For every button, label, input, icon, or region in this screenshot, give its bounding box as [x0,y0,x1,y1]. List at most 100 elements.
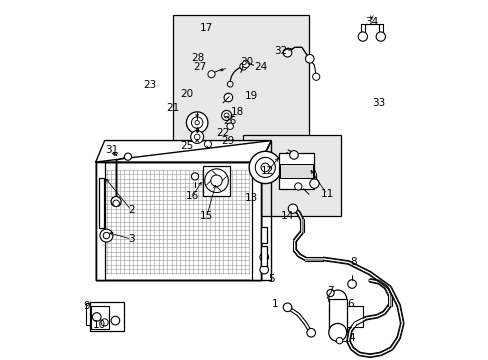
Bar [251,162,260,280]
Circle shape [326,289,333,297]
Text: 18: 18 [230,107,244,117]
Circle shape [100,229,113,242]
Circle shape [207,71,215,78]
Bar [96,162,104,280]
Circle shape [309,179,319,188]
Bar [85,303,118,325]
Bar [96,162,106,280]
Text: 15: 15 [200,211,213,221]
Circle shape [283,48,291,57]
Circle shape [255,157,275,177]
Text: 25: 25 [180,141,193,151]
Bar [96,162,260,280]
Circle shape [289,150,298,159]
Circle shape [190,131,203,143]
Circle shape [305,54,313,63]
Bar [260,246,266,266]
Circle shape [283,303,291,312]
Text: 2: 2 [128,206,135,216]
Text: 33: 33 [371,98,385,108]
Text: 22: 22 [216,129,229,138]
Circle shape [191,173,198,180]
Circle shape [261,163,269,172]
Text: 6: 6 [346,299,353,309]
Text: 30: 30 [239,57,252,67]
Circle shape [111,197,121,207]
Text: 32: 32 [273,46,286,56]
Text: 13: 13 [244,193,258,203]
Text: 17: 17 [200,23,213,33]
Circle shape [113,200,119,207]
Text: 19: 19 [244,91,258,101]
Circle shape [204,169,228,193]
Bar [89,302,123,330]
Bar [203,166,230,196]
Text: 7: 7 [326,286,333,296]
Bar [260,226,266,243]
Text: 1: 1 [271,299,278,309]
Text: 27: 27 [193,62,206,72]
Text: 8: 8 [350,257,356,267]
Bar [249,162,260,280]
Circle shape [227,81,233,87]
Circle shape [328,290,346,308]
Circle shape [186,112,207,134]
Circle shape [224,113,228,118]
Text: 23: 23 [142,80,156,90]
Circle shape [306,328,315,337]
Circle shape [294,183,301,190]
Circle shape [249,151,281,184]
Circle shape [242,60,249,68]
Circle shape [328,323,346,341]
Circle shape [103,232,109,239]
Bar [280,164,312,178]
Circle shape [357,32,367,41]
Text: 4: 4 [348,333,355,343]
Circle shape [260,265,268,274]
Circle shape [240,63,246,70]
Circle shape [226,123,233,130]
Circle shape [312,73,319,80]
Circle shape [111,316,120,325]
Polygon shape [96,140,271,162]
Circle shape [204,140,211,148]
Bar [278,153,314,189]
Circle shape [336,337,342,344]
Text: 10: 10 [93,320,105,330]
Circle shape [221,111,231,121]
Circle shape [195,121,199,125]
Text: 5: 5 [267,274,274,284]
Bar [99,178,103,228]
Circle shape [194,134,200,140]
Bar [328,299,346,332]
Circle shape [347,280,356,288]
Text: 31: 31 [105,144,118,154]
Circle shape [210,175,222,186]
Text: 26: 26 [223,116,236,126]
Text: 14: 14 [280,211,294,221]
Text: 28: 28 [191,53,204,63]
Text: 11: 11 [320,189,333,199]
Bar [172,15,308,173]
Text: 34: 34 [365,17,378,27]
Circle shape [224,93,232,102]
Circle shape [124,153,131,160]
Text: 3: 3 [128,234,135,244]
Circle shape [101,319,108,326]
Text: 21: 21 [166,103,179,113]
Text: 20: 20 [180,89,193,99]
Circle shape [191,117,203,129]
Circle shape [92,313,101,321]
Text: 24: 24 [253,62,267,72]
Circle shape [375,32,385,41]
Text: 29: 29 [221,136,235,145]
Text: 9: 9 [83,301,90,311]
Bar [96,162,260,280]
Circle shape [260,253,268,261]
Text: 12: 12 [261,166,274,176]
Bar [242,135,341,216]
Bar [328,306,362,327]
Bar [91,306,109,329]
Bar [101,169,251,275]
Text: 16: 16 [185,191,199,201]
